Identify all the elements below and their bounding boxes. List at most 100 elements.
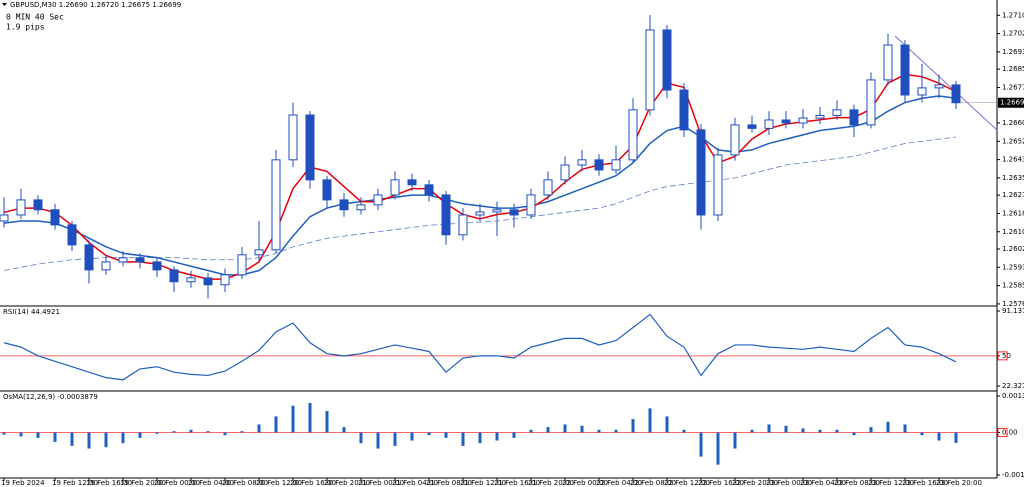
osma-bar <box>138 432 142 438</box>
osma-bar <box>189 429 193 433</box>
candle-body <box>730 124 740 156</box>
y-tick-label: 50 <box>1002 352 1011 360</box>
candle-body <box>339 199 349 211</box>
candle-body <box>747 124 757 129</box>
bar-timer: 0 MIN 40 Sec <box>6 13 64 22</box>
last-price-box <box>998 97 1024 108</box>
y-tick-label: 1.26935 <box>1002 48 1024 56</box>
osma-bar <box>665 416 669 433</box>
x-tick-label: 20 Feb 20:00 <box>324 479 370 487</box>
candle-body <box>883 44 893 81</box>
candle-body <box>135 257 145 263</box>
osma-bar <box>291 405 295 433</box>
candle-body <box>934 84 944 89</box>
x-tick-label: 21 Feb 04:00 <box>392 479 438 487</box>
osma-bar <box>580 425 584 433</box>
candle-body <box>424 184 434 196</box>
x-tick-label: 23 Feb 00:00 <box>766 479 812 487</box>
candle-body <box>611 159 621 171</box>
spread: 1.9 pips <box>6 23 45 32</box>
y-tick-label: 1.25850 <box>1002 282 1024 290</box>
candle-body <box>492 209 502 213</box>
y-tick-label: 1.25765 <box>1002 300 1024 308</box>
y-tick-label: 1.26855 <box>1002 65 1024 73</box>
candle-body <box>203 277 213 286</box>
osma-bar <box>920 432 924 436</box>
osma-bar <box>444 432 448 438</box>
rsi-title: RSI(14) 44.4921 <box>3 308 60 316</box>
candle-body <box>628 109 638 161</box>
osma-bar <box>648 408 652 433</box>
x-tick-label: 21 Feb 16:00 <box>494 479 540 487</box>
osma-bar <box>750 429 754 433</box>
osma-bar <box>767 424 771 433</box>
candle-body <box>815 114 825 119</box>
x-tick-label: 23 Feb 04:00 <box>800 479 846 487</box>
osma-bar <box>852 432 856 436</box>
osma-bar <box>835 429 839 433</box>
osma-bar <box>342 427 346 433</box>
osma-bar <box>886 421 890 433</box>
osma-bar <box>903 424 907 433</box>
x-tick-label: 21 Feb 12:00 <box>460 479 506 487</box>
x-tick-label: 21 Feb 20:00 <box>528 479 574 487</box>
candle-body <box>237 254 247 276</box>
x-tick-label: 19 Feb 16:00 <box>86 479 132 487</box>
candle-body <box>220 274 230 286</box>
candle-body <box>305 114 315 181</box>
osma-bar <box>512 432 516 438</box>
candle-body <box>33 199 43 211</box>
osma-bar <box>597 429 601 433</box>
osma-bar <box>410 432 414 441</box>
y-tick-label: 1.27020 <box>1002 30 1024 38</box>
y-tick-label: 1.25935 <box>1002 263 1024 271</box>
y-tick-label: 91.1377 <box>1002 307 1024 315</box>
candle-body <box>271 159 281 251</box>
osma-bar <box>784 425 788 433</box>
osma-bar <box>104 432 108 448</box>
trend-line <box>894 35 998 131</box>
x-tick-label: 23 Feb 20:00 <box>936 479 982 487</box>
osma-bar <box>393 432 397 446</box>
osma-bar <box>274 416 278 433</box>
x-tick-label: 20 Feb 12:00 <box>256 479 302 487</box>
osma-bar <box>818 429 822 433</box>
candle-body <box>67 224 77 246</box>
rsi-line <box>3 313 957 381</box>
x-tick-label: 22 Feb 20:00 <box>732 479 778 487</box>
osma-bar <box>172 431 176 433</box>
osma-bar <box>954 432 958 443</box>
osma-bar <box>325 411 329 433</box>
candle-body <box>526 194 536 216</box>
osma-bar <box>257 424 261 433</box>
candle-body <box>594 159 604 171</box>
x-tick-label: 20 Feb 16:00 <box>290 479 336 487</box>
menu-arrow[interactable] <box>2 3 7 6</box>
x-tick-label: 22 Feb 16:00 <box>698 479 744 487</box>
y-tick-label: 1.26770 <box>1002 83 1024 91</box>
osma-bar <box>376 432 380 449</box>
candle-body <box>849 109 859 126</box>
osma-bar <box>53 432 57 442</box>
y-tick-label: 1.26270 <box>1002 191 1024 199</box>
osma-bar <box>2 432 6 435</box>
x-tick-label: 22 Feb 08:00 <box>630 479 676 487</box>
osma-bar <box>359 432 363 444</box>
osma-bar <box>87 432 91 449</box>
y-tick-label: 22.3274 <box>1002 382 1024 390</box>
x-tick-label: 20 Feb 08:00 <box>222 479 268 487</box>
osma-bar <box>495 432 499 441</box>
x-tick-label: 19 Feb 12:00 <box>52 479 98 487</box>
osma-bar <box>699 432 703 457</box>
last-price-label: 1.26699 <box>1000 99 1024 107</box>
osma-bar <box>682 429 686 433</box>
x-tick-label: 22 Feb 04:00 <box>596 479 642 487</box>
candle-body <box>764 119 774 129</box>
candle-body <box>560 164 570 181</box>
osma-bar <box>155 432 159 434</box>
osma-bar <box>478 432 482 444</box>
x-tick-label: 19 Feb 20:00 <box>120 479 166 487</box>
candle-body <box>0 214 9 222</box>
osma-bar <box>461 432 465 446</box>
